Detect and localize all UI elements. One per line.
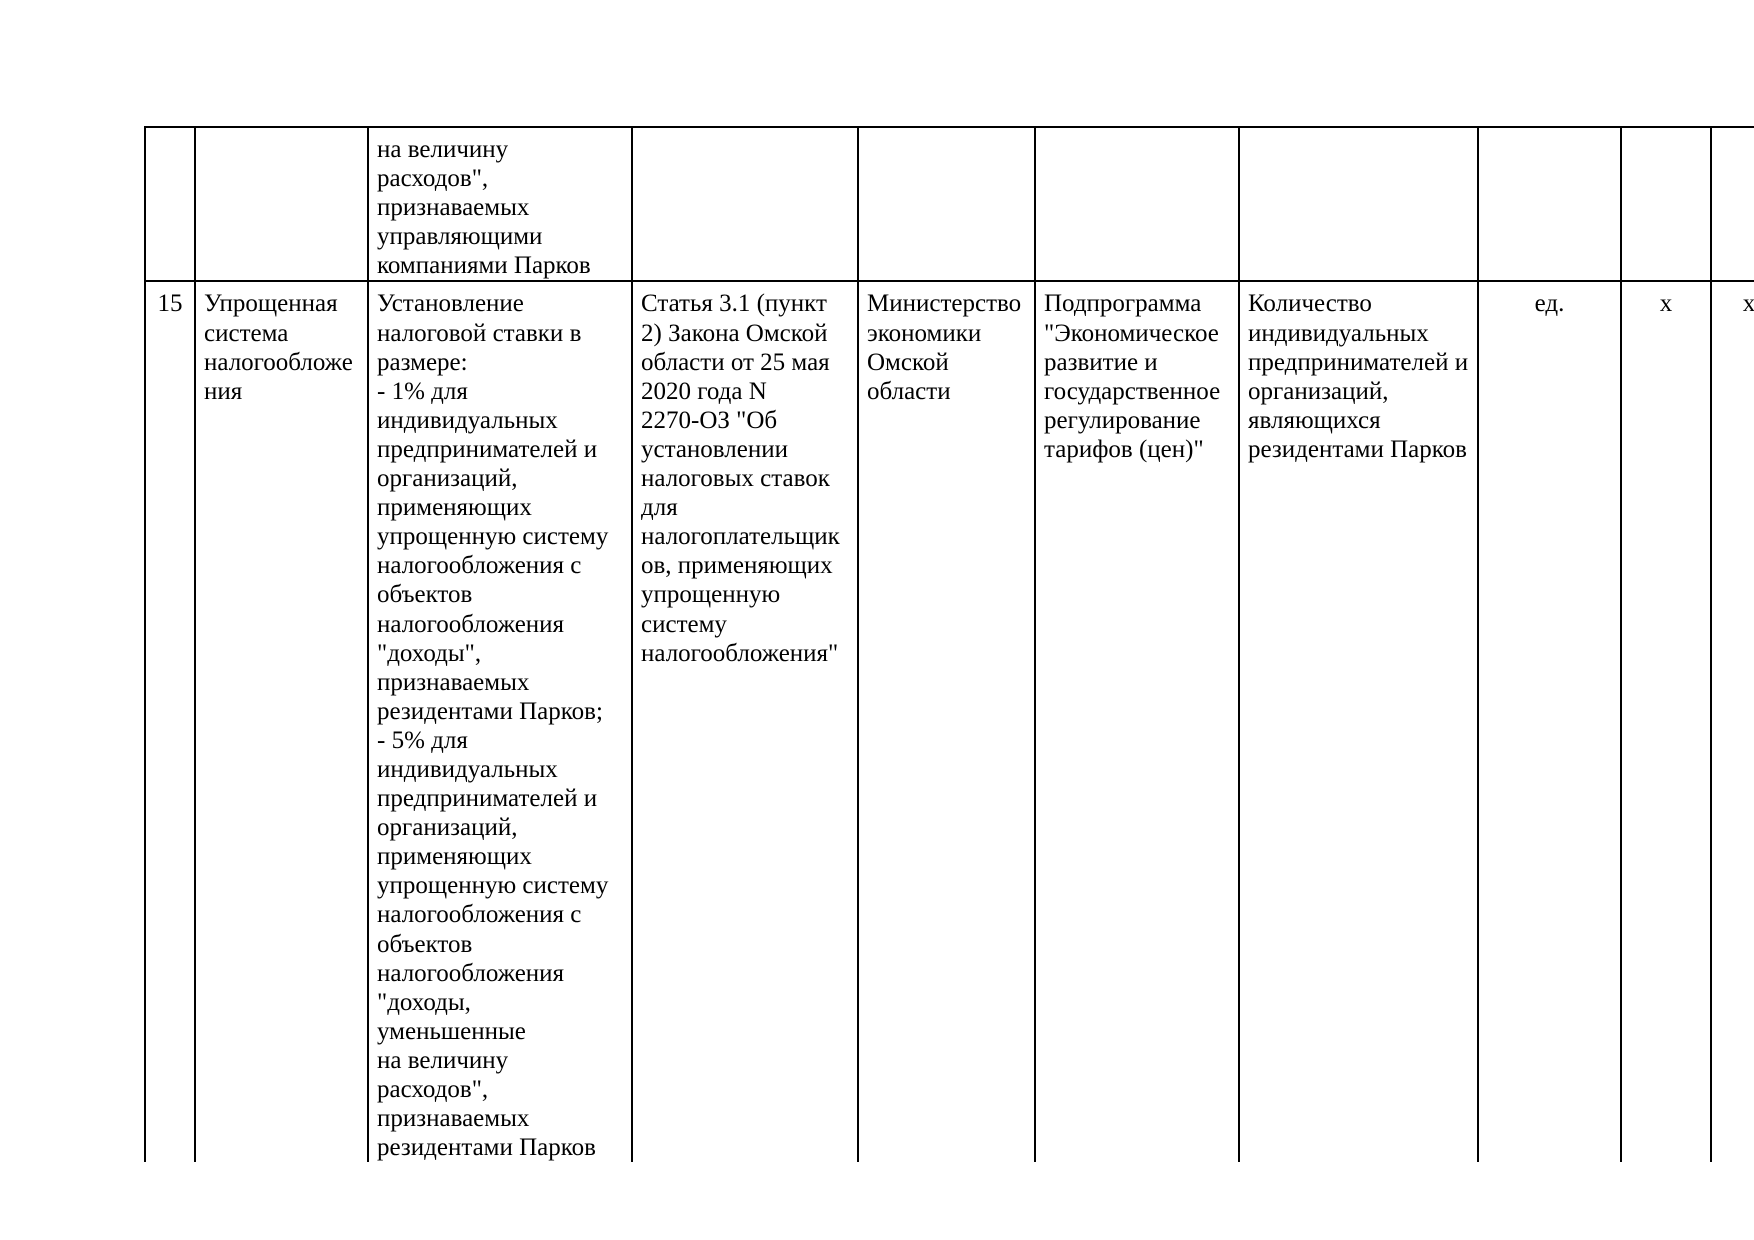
cell-executor xyxy=(857,126,1036,283)
table-clip-region: на величину расходов", признаваемых упра… xyxy=(144,126,1754,1162)
tax-measures-table: на величину расходов", признаваемых упра… xyxy=(144,126,1754,1162)
cell-tax-system-name xyxy=(194,126,369,283)
cell-legal-basis xyxy=(631,126,859,283)
cell-tax-system-name: Упрощенная система налогообложе ния xyxy=(194,280,369,1162)
cell-indicator xyxy=(1238,126,1479,283)
cell-executor: Министерство экономики Омской области xyxy=(857,280,1036,1162)
cell-legal-basis: Статья 3.1 (пункт 2) Закона Омской облас… xyxy=(631,280,859,1162)
cell-value-x1 xyxy=(1620,126,1712,283)
table-row-14-continuation: на величину расходов", признаваемых упра… xyxy=(144,126,1754,283)
cell-indicator: Количество индивидуальных предпринимател… xyxy=(1238,280,1479,1162)
cell-value-x2: х xyxy=(1710,280,1754,1162)
cell-value-x1: х xyxy=(1620,280,1712,1162)
cell-row-number xyxy=(144,126,196,283)
cell-unit: ед. xyxy=(1477,280,1622,1162)
cell-program: Подпрограмма "Экономическое развитие и г… xyxy=(1034,280,1240,1162)
cell-unit xyxy=(1477,126,1622,283)
cell-measure-description: на величину расходов", признаваемых упра… xyxy=(367,126,633,283)
cell-value-x2 xyxy=(1710,126,1754,283)
table-row-15: 15 Упрощенная система налогообложе ния У… xyxy=(144,280,1754,1162)
cell-row-number: 15 xyxy=(144,280,196,1162)
cell-measure-description: Установление налоговой ставки в размере:… xyxy=(367,280,633,1162)
cell-program xyxy=(1034,126,1240,283)
